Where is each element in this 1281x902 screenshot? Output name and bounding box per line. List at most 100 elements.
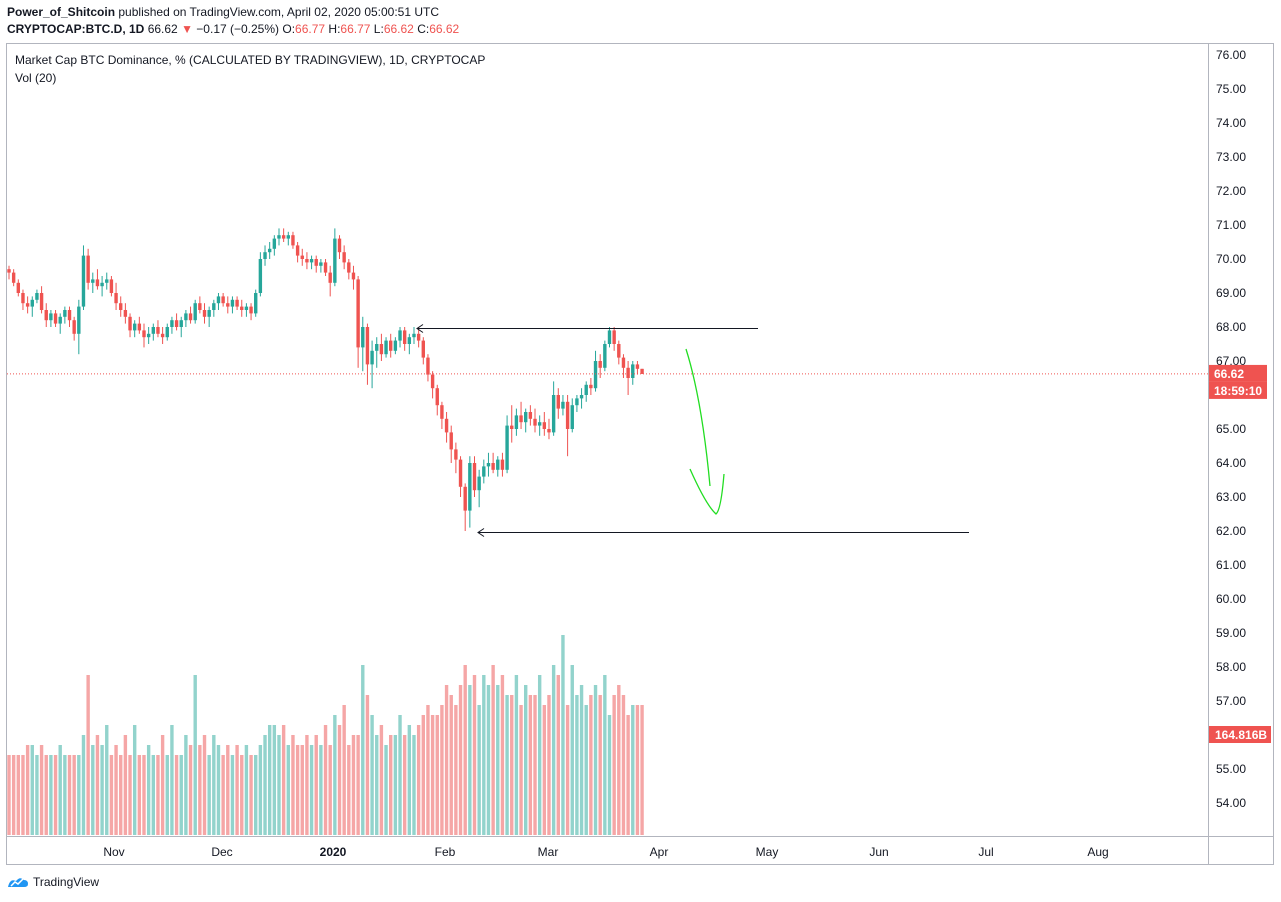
volume-bar [337,725,342,835]
volume-bar [528,695,533,835]
candle-body [193,303,197,321]
candle-body [416,333,421,341]
y-tick-label: 61.00 [1216,558,1246,572]
y-tick-label: 70.00 [1216,252,1246,266]
publish-info: Power_of_Shitcoin published on TradingVi… [7,5,439,19]
volume-bar [635,705,640,835]
symbol-label[interactable]: CRYPTOCAP:BTC.D, 1D [7,22,145,36]
candle-body [328,272,332,283]
x-tick-label: Aug [1087,845,1108,859]
candle-body [533,418,537,426]
candle-body [570,405,574,429]
candle-body [132,323,137,331]
candle-body [179,320,183,327]
candle-body [39,293,44,310]
volume-bar [21,755,25,835]
candle-body [579,395,584,399]
low-value: 66.62 [383,22,414,36]
candle-body [519,415,523,423]
candle-body [361,327,365,348]
volume-bar [170,725,174,835]
candle-body [91,279,95,283]
candle-body [389,340,393,351]
volume-bar [565,705,570,835]
footer[interactable]: TradingView [7,875,99,889]
candle-body [500,459,505,470]
candle-body [151,327,156,334]
candle-body [556,395,560,409]
volume-bar [537,675,542,835]
time-axis-divider [6,836,1274,837]
volume-bar [160,735,165,835]
chart-frame[interactable] [6,43,1274,865]
candle-body [77,306,81,334]
volume-bar [482,675,486,835]
candle-body [184,313,188,321]
candle-body [626,367,630,378]
down-arrow-icon: ▼ [181,22,193,36]
candle-body [486,463,491,467]
candle-body [314,259,318,266]
ohlc-bar: CRYPTOCAP:BTC.D, 1D 66.62 ▼ −0.17 (−0.25… [7,22,459,36]
volume-bar [333,715,337,835]
candle-body [156,327,160,334]
volume-bar [286,745,290,835]
volume-bar [347,745,351,835]
volume-bar [621,695,626,835]
y-tick-label: 75.00 [1216,82,1246,96]
candle-body [25,303,30,307]
y-tick-label: 71.00 [1216,218,1246,232]
candle-body [174,320,179,327]
candle-body [109,279,114,293]
volume-bar [179,755,183,835]
volume-bar [365,695,370,835]
y-tick-label: 58.00 [1216,660,1246,674]
candle-body [235,299,239,307]
y-tick-label: 67.00 [1216,354,1246,368]
author-name[interactable]: Power_of_Shitcoin [7,5,116,19]
candle-body [123,310,128,317]
candle-body [188,313,193,321]
volume-bar [524,685,528,835]
volume-bar [389,735,393,835]
volume-bar [174,755,179,835]
candle-body [305,259,309,263]
candle-body [496,459,500,470]
y-tick-label: 63.00 [1216,490,1246,504]
volume-bar [226,745,230,835]
candle-body [505,425,509,470]
y-tick-label: 65.00 [1216,422,1246,436]
volume-bar [235,745,239,835]
candle-body [44,310,48,321]
candle-body [449,432,453,450]
volume-bar [561,635,565,835]
x-tick-label: Jun [869,845,888,859]
volume-bar [472,675,477,835]
volume-bar [584,705,588,835]
price-axis-divider [1208,43,1209,865]
volume-bar [291,735,295,835]
candle-body [402,330,407,344]
candle-body [216,296,221,304]
open-label: O: [282,22,296,36]
candle-body [207,310,211,317]
candle-body [375,344,379,351]
volume-bar [258,745,263,835]
volume-bar [272,725,277,835]
candle-body [524,412,528,423]
candle-body [146,333,151,338]
y-tick-label: 55.00 [1216,762,1246,776]
volume-bar [579,685,584,835]
volume-bar [603,675,607,835]
volume-bar [505,695,509,835]
candle-body [365,327,370,365]
candle-body [547,429,551,433]
candle-body [472,463,477,491]
volume-bar [351,735,356,835]
candle-body [212,303,216,310]
level-arrow-icon [416,324,424,333]
candle-body [333,238,337,283]
volume-bar [25,745,30,835]
candle-body [49,313,53,321]
